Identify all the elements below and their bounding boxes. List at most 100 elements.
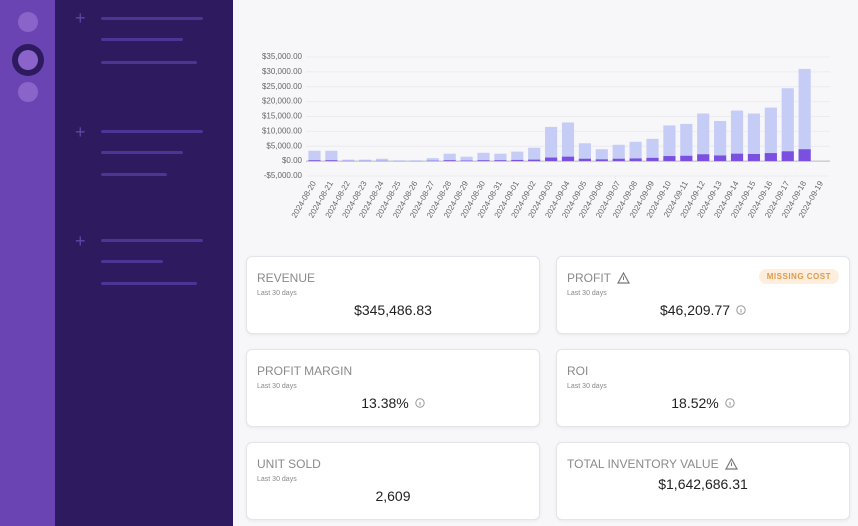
sidebar-item[interactable] <box>101 239 203 242</box>
bar <box>443 153 456 162</box>
bar <box>460 156 473 162</box>
y-tick-label: $20,000.00 <box>262 97 303 106</box>
y-tick-label: $0.00 <box>282 156 303 165</box>
bar <box>477 160 490 162</box>
card-value: $1,642,686.31 <box>658 476 748 492</box>
card-subtitle: Last 30 days <box>257 290 297 297</box>
rail-icon[interactable] <box>18 12 38 32</box>
bar <box>646 138 659 162</box>
sidebar-item[interactable] <box>101 151 183 154</box>
card-title: ROI <box>567 364 589 378</box>
sidebar-item[interactable] <box>101 173 167 176</box>
bar <box>646 157 659 162</box>
bar <box>325 160 338 162</box>
bar <box>747 113 761 162</box>
sidebar-item[interactable] <box>101 130 203 133</box>
bar <box>325 150 338 162</box>
bar <box>612 158 625 162</box>
bar <box>612 144 625 162</box>
stat-card: TOTAL INVENTORY VALUE $1,642,686.31 <box>556 442 850 520</box>
y-tick-label: -$5,000.00 <box>264 171 303 180</box>
bar <box>595 159 608 162</box>
card-subtitle: Last 30 days <box>257 476 297 483</box>
badge: MISSING COST <box>758 269 839 284</box>
bar <box>781 151 794 162</box>
bar <box>764 107 777 162</box>
card-title: REVENUE <box>257 271 316 285</box>
rail-icon[interactable] <box>18 82 38 102</box>
sidebar: + + + <box>55 0 233 526</box>
stat-card: PROFIT MISSING COST Last 30 days $46,209… <box>556 256 850 334</box>
info-icon[interactable] <box>736 305 746 315</box>
bar <box>342 159 355 162</box>
card-value: 18.52% <box>671 395 719 411</box>
info-icon[interactable] <box>725 398 735 408</box>
bar <box>528 147 541 162</box>
card-title: TOTAL INVENTORY VALUE <box>567 457 719 471</box>
bar <box>629 141 642 162</box>
bar <box>798 68 811 162</box>
bar <box>308 150 321 162</box>
stat-card: UNIT SOLD Last 30 days 2,609 <box>246 442 540 520</box>
bar <box>714 120 727 162</box>
warning-icon[interactable] <box>724 458 738 470</box>
card-value: $345,486.83 <box>354 302 432 318</box>
bar <box>477 152 490 162</box>
bar <box>629 158 642 162</box>
sidebar-item[interactable] <box>101 260 163 263</box>
bar <box>663 156 676 162</box>
bar <box>561 156 575 162</box>
card-value: $46,209.77 <box>659 302 731 318</box>
bar <box>409 160 422 162</box>
warning-icon[interactable] <box>617 272 630 284</box>
bar <box>730 153 744 162</box>
y-tick-label: $30,000.00 <box>262 67 303 76</box>
bar <box>714 155 727 162</box>
sidebar-item[interactable] <box>101 17 203 20</box>
bar <box>578 143 591 162</box>
info-icon[interactable] <box>415 398 425 408</box>
bar <box>359 159 372 162</box>
rail-icon[interactable] <box>18 50 38 70</box>
stat-card: REVENUE Last 30 days $345,486.83 <box>246 256 540 334</box>
y-tick-label: $15,000.00 <box>262 112 303 121</box>
bar <box>494 160 507 162</box>
card-value: 13.38% <box>361 395 409 411</box>
bar <box>578 158 591 162</box>
bar <box>426 158 439 162</box>
bar <box>443 160 456 162</box>
y-tick-label: $5,000.00 <box>266 141 302 150</box>
bar <box>375 158 389 162</box>
bar <box>747 153 761 162</box>
card-subtitle: Last 30 days <box>567 290 607 297</box>
card-subtitle: Last 30 days <box>257 383 297 390</box>
card-value: 2,609 <box>375 488 411 504</box>
bar <box>545 157 558 162</box>
bar <box>511 151 524 162</box>
bar <box>781 88 794 162</box>
sidebar-item[interactable] <box>101 282 197 285</box>
y-tick-label: $35,000.00 <box>262 52 303 61</box>
y-tick-label: $25,000.00 <box>262 82 303 91</box>
bar <box>798 149 811 162</box>
card-title: PROFIT MARGIN <box>257 364 353 378</box>
bar <box>511 159 524 162</box>
stat-card: PROFIT MARGIN Last 30 days 13.38% <box>246 349 540 427</box>
bar <box>460 160 473 162</box>
bar <box>697 154 710 162</box>
bar <box>528 159 541 162</box>
card-subtitle: Last 30 days <box>567 383 607 390</box>
sidebar-icon: + <box>75 122 86 142</box>
sidebar-item[interactable] <box>101 61 197 64</box>
bar <box>494 153 507 162</box>
chart: -$5,000.00 $0.00 $5,000.00 $10,000.00 $15,00… <box>262 52 830 219</box>
card-title: PROFIT <box>567 271 611 285</box>
bar <box>308 160 321 162</box>
bar <box>697 113 710 162</box>
sidebar-item[interactable] <box>101 38 183 41</box>
bar <box>561 122 575 162</box>
bar <box>680 123 693 162</box>
sidebar-icon: + <box>75 231 86 251</box>
card-title: UNIT SOLD <box>257 457 321 471</box>
